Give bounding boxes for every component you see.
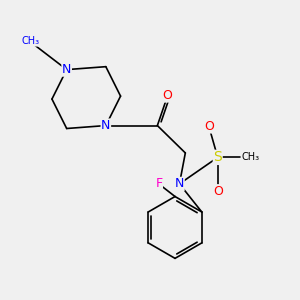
Text: N: N [175,177,184,190]
Text: CH₃: CH₃ [22,36,40,46]
Text: O: O [204,120,214,133]
Text: O: O [213,185,223,198]
Text: CH₃: CH₃ [241,152,259,162]
Text: F: F [155,177,162,190]
Text: N: N [101,119,110,132]
Text: S: S [213,150,222,164]
Text: N: N [62,63,71,76]
Text: O: O [163,89,172,102]
